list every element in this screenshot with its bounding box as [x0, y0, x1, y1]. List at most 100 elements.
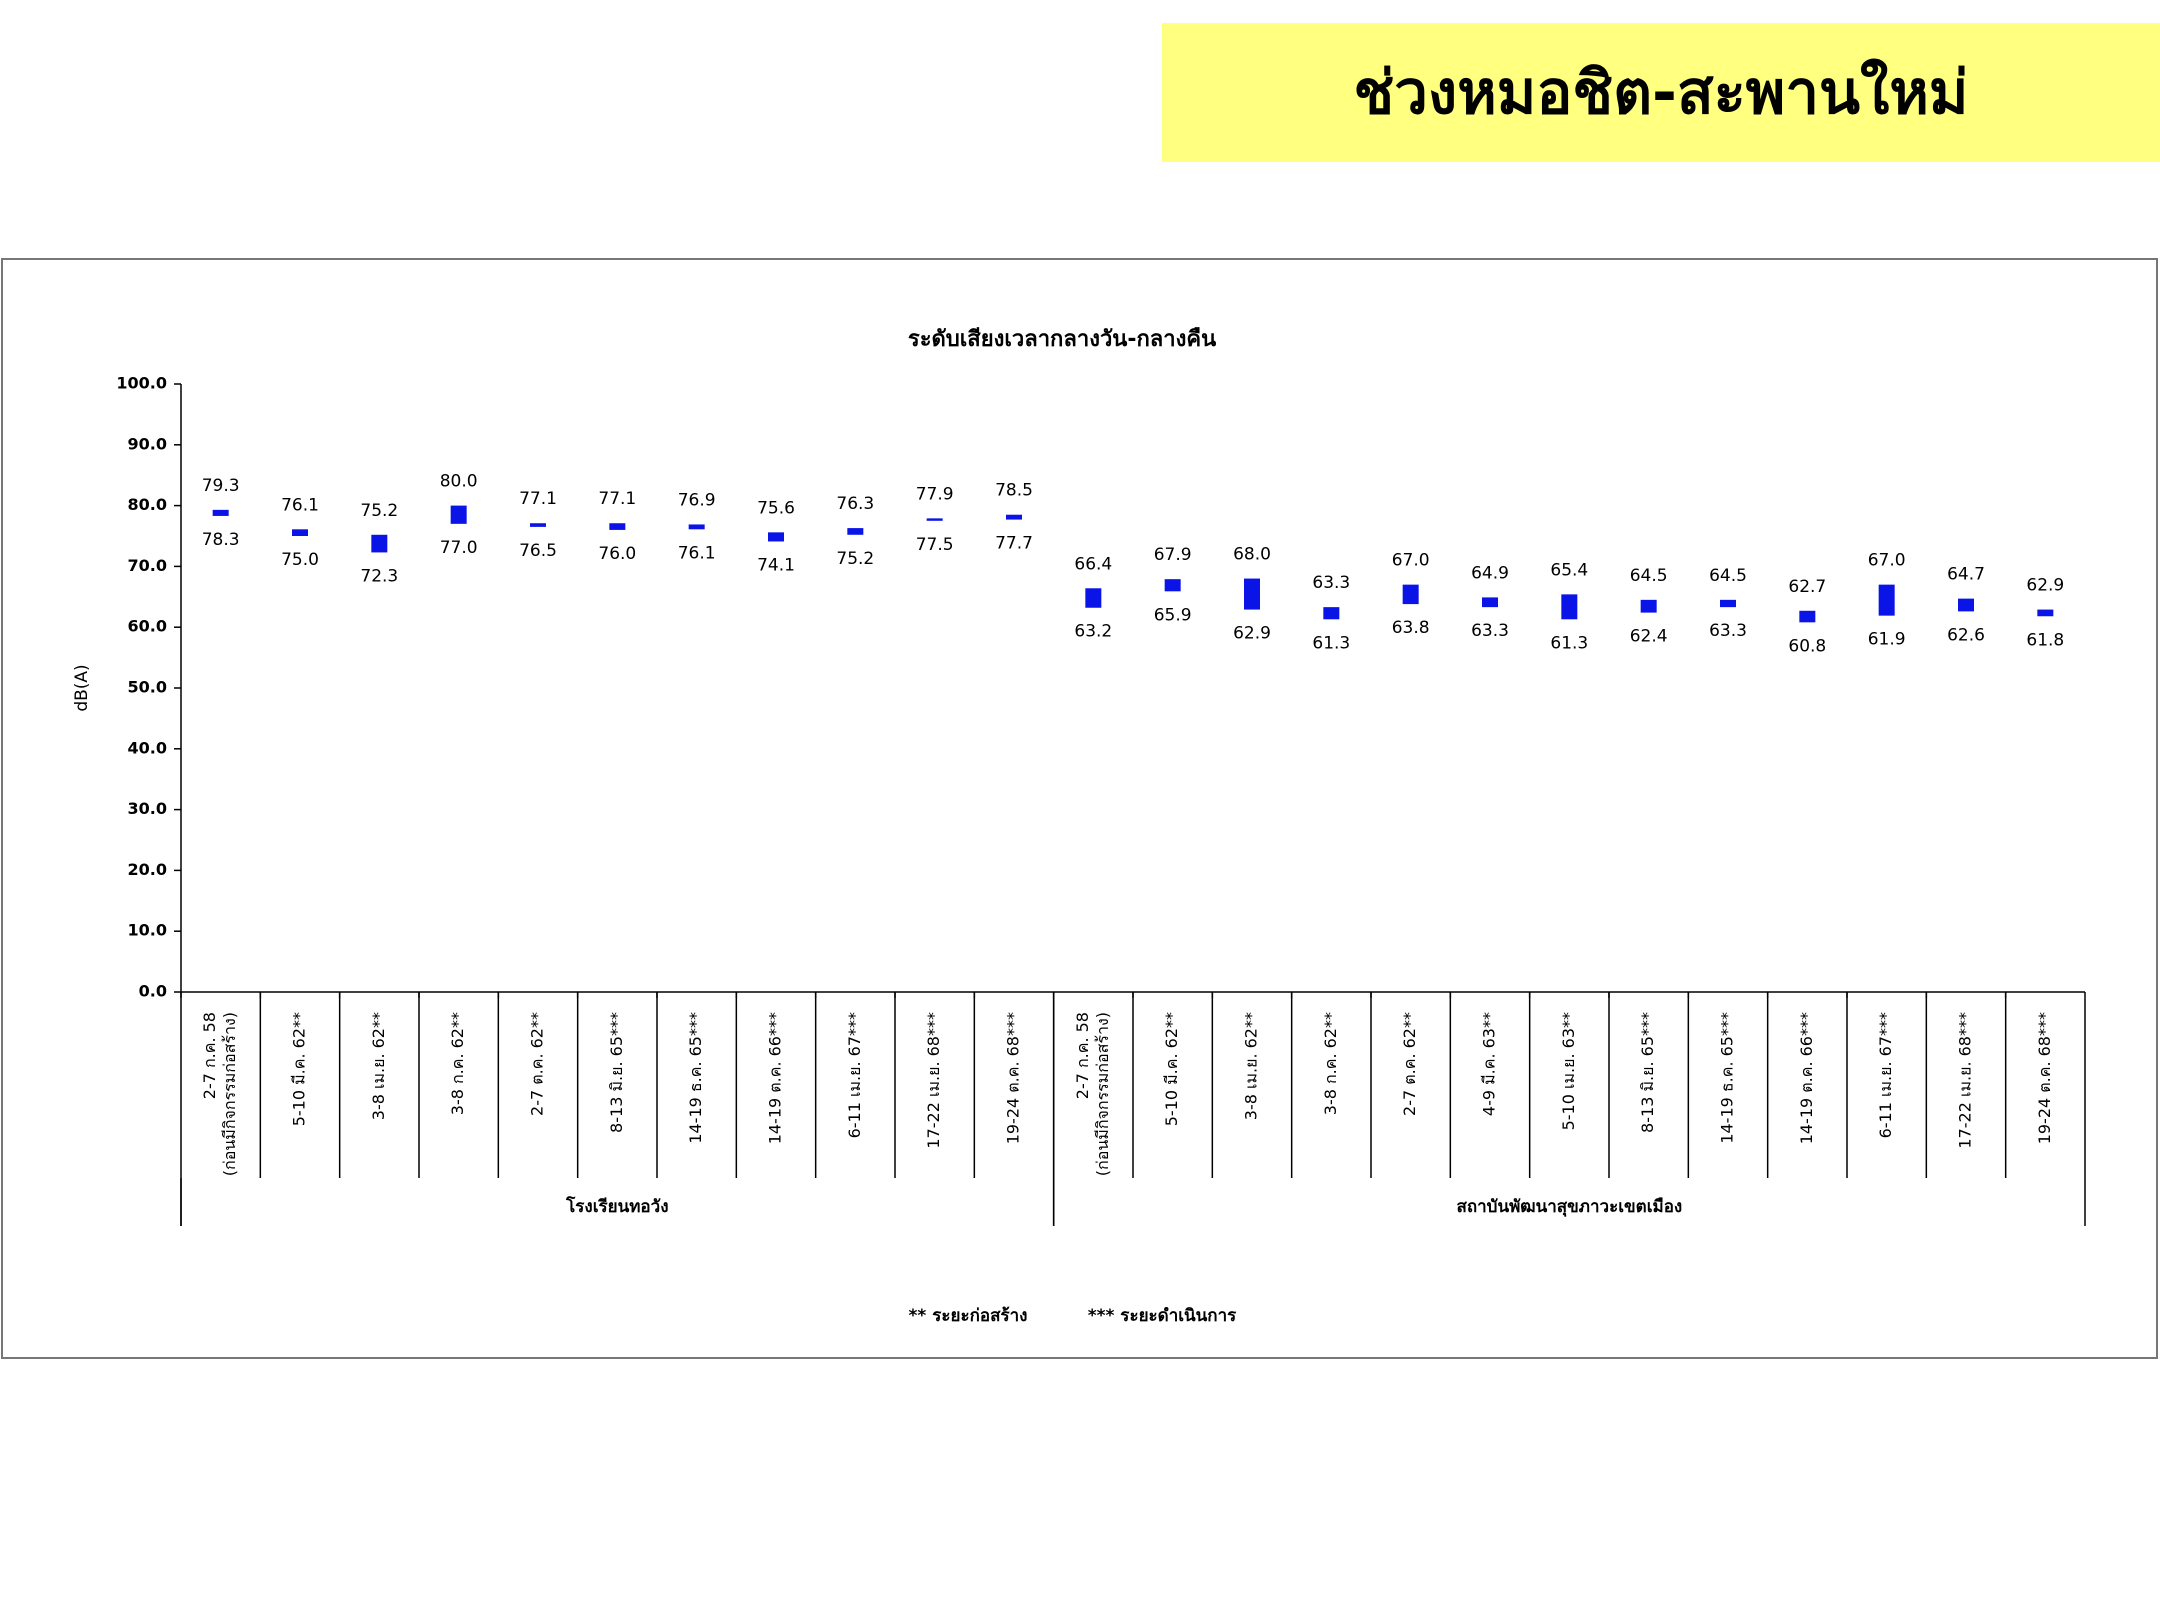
x-tick-label: 14-19 ต.ค. 66*** [1797, 1012, 1816, 1144]
chart-frame [1, 258, 2158, 1359]
group-label: สถาบันพัฒนาสุขภาวะเขตเมือง [1456, 1196, 1682, 1217]
low-label: 61.8 [2026, 630, 2064, 650]
high-label: 62.9 [2026, 576, 2064, 596]
high-label: 65.4 [1550, 560, 1588, 580]
footnote: *** ระยะดำเนินการ [1088, 1306, 1237, 1326]
high-label: 77.1 [598, 489, 636, 509]
low-label: 62.6 [1947, 625, 1985, 645]
high-label: 79.3 [202, 476, 240, 496]
x-tick-label: 14-19 ต.ค. 66*** [766, 1012, 785, 1144]
x-tick-label: 2-7 ต.ค. 62** [1400, 1012, 1419, 1116]
y-tick-label: 90.0 [128, 434, 167, 453]
range-bar [212, 509, 229, 516]
low-label: 63.8 [1392, 618, 1430, 638]
high-label: 64.7 [1947, 565, 1985, 585]
low-label: 63.3 [1471, 621, 1509, 641]
range-bar [450, 505, 467, 524]
y-tick-label: 0.0 [139, 982, 167, 1001]
x-tick-label: 8-13 มิ.ย. 65*** [1638, 1012, 1657, 1133]
x-tick-label: 3-8 เม.ย. 62** [1242, 1012, 1261, 1120]
x-tick-label: 14-19 ธ.ค. 65*** [1718, 1012, 1737, 1144]
high-label: 77.1 [519, 489, 557, 509]
low-label: 76.1 [678, 543, 716, 563]
high-label: 64.5 [1709, 566, 1747, 586]
high-label: 76.1 [281, 495, 319, 515]
low-label: 61.3 [1312, 633, 1350, 653]
x-tick-label: (ก่อนมีกิจกรรมก่อสร้าง) [1093, 1012, 1112, 1176]
x-tick-label: 8-13 มิ.ย. 65*** [607, 1012, 626, 1133]
range-bar [1164, 579, 1181, 592]
low-label: 77.7 [995, 534, 1033, 554]
low-label: 76.5 [519, 541, 557, 561]
high-label: 64.5 [1630, 566, 1668, 586]
low-label: 75.0 [281, 550, 319, 570]
low-label: 76.0 [598, 544, 636, 564]
range-bar [609, 523, 626, 530]
low-label: 61.9 [1868, 630, 1906, 650]
high-label: 62.7 [1788, 577, 1826, 597]
high-label: 68.0 [1233, 545, 1271, 565]
range-bar [1958, 598, 1974, 612]
range-bar [847, 528, 864, 535]
high-label: 76.3 [836, 494, 874, 514]
range-bar [1323, 607, 1340, 620]
high-label: 80.0 [440, 472, 478, 492]
low-label: 74.1 [757, 555, 795, 575]
x-tick-label: 6-11 เม.ย. 67*** [845, 1012, 864, 1138]
range-bar [1402, 584, 1419, 605]
high-label: 63.3 [1312, 573, 1350, 593]
y-tick-label: 80.0 [128, 495, 167, 514]
y-tick-label: 60.0 [128, 617, 167, 636]
high-label: 67.9 [1154, 545, 1192, 565]
high-label: 67.0 [1392, 551, 1430, 571]
high-label: 64.9 [1471, 563, 1509, 583]
high-label: 75.2 [360, 501, 398, 521]
range-bar [371, 534, 388, 553]
low-label: 60.8 [1788, 636, 1826, 656]
low-label: 77.0 [440, 538, 478, 558]
footnote: ** ระยะก่อสร้าง [909, 1306, 1028, 1326]
range-bar [530, 523, 546, 527]
range-bar [688, 524, 705, 530]
low-label: 62.9 [1233, 624, 1271, 644]
y-tick-label: 50.0 [128, 678, 167, 697]
x-tick-label: 2-7 ก.ค. 58 [1073, 1012, 1092, 1099]
low-label: 63.2 [1074, 622, 1112, 642]
group-label: โรงเรียนทอวัง [565, 1196, 668, 1217]
slide-title: ช่วงหมอชิต-สะพานใหม่ [1162, 23, 2160, 162]
range-bar [1878, 584, 1895, 616]
range-bar [768, 532, 784, 542]
x-tick-label: 2-7 ก.ค. 58 [200, 1012, 219, 1099]
high-label: 78.5 [995, 481, 1033, 501]
x-tick-label: (ก่อนมีกิจกรรมก่อสร้าง) [220, 1012, 239, 1176]
x-tick-label: 5-10 เม.ย. 63** [1559, 1012, 1578, 1130]
x-tick-label: 2-7 ต.ค. 62** [528, 1012, 547, 1116]
range-bar [1244, 578, 1260, 610]
high-label: 75.6 [757, 498, 795, 518]
range-bar [2037, 609, 2054, 617]
range-bar [292, 529, 308, 536]
x-tick-label: 3-8 เม.ย. 62** [369, 1012, 388, 1120]
low-label: 78.3 [202, 530, 240, 550]
range-bar [1085, 588, 1102, 608]
x-tick-label: 5-10 มี.ค. 62** [290, 1012, 309, 1126]
x-tick-label: 17-22 เม.ย. 68*** [1956, 1012, 1975, 1149]
low-label: 75.2 [836, 549, 874, 569]
x-tick-label: 3-8 ก.ค. 62** [1321, 1012, 1340, 1115]
range-bar [1561, 594, 1578, 620]
high-label: 66.4 [1074, 554, 1112, 574]
chart-title: ระดับเสียงเวลากลางวัน-กลางคืน [908, 327, 1216, 352]
y-tick-label: 70.0 [128, 556, 167, 575]
x-tick-label: 6-11 เม.ย. 67*** [1876, 1012, 1895, 1138]
low-label: 77.5 [916, 535, 954, 555]
y-tick-label: 30.0 [128, 799, 167, 818]
high-label: 67.0 [1868, 551, 1906, 571]
x-tick-label: 3-8 ก.ค. 62** [448, 1012, 467, 1115]
x-tick-label: 4-9 มี.ค. 63** [1480, 1012, 1499, 1116]
range-bar [1720, 599, 1736, 608]
y-tick-label: 40.0 [128, 738, 167, 757]
x-tick-label: 19-24 ต.ค. 68*** [2035, 1012, 2054, 1144]
range-bar [1799, 610, 1816, 623]
